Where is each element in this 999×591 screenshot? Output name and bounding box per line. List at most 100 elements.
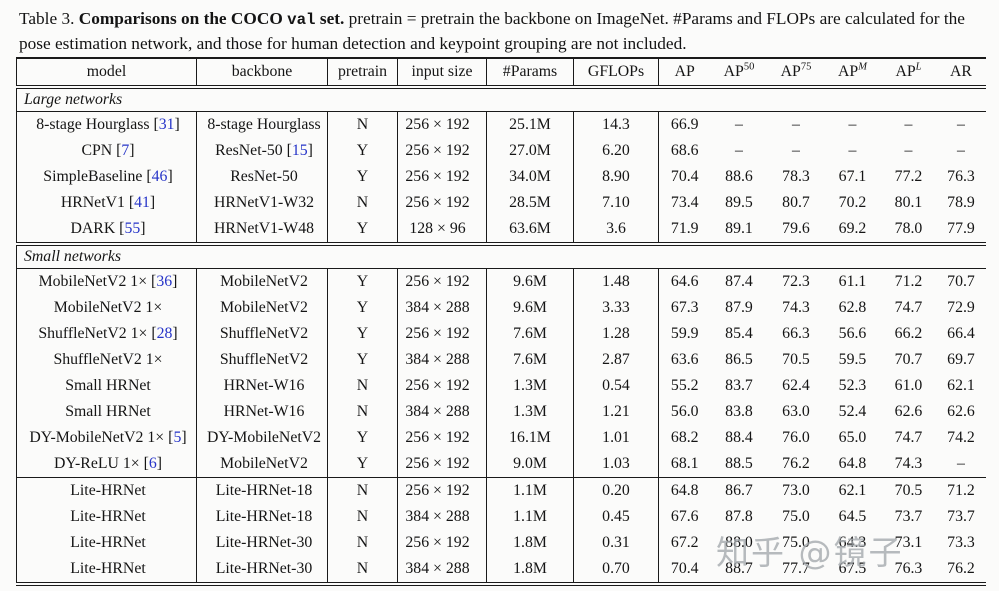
citation-link[interactable]: 55 — [124, 220, 141, 237]
cell-backbone: HRNetV1-W32 — [196, 190, 328, 216]
cell-ap: 73.4 — [670, 194, 699, 211]
citation-link[interactable]: 15 — [291, 142, 308, 159]
cell-ap50: 83.8 — [725, 403, 753, 420]
table-body: Large networks 8-stage Hourglass [31] 8-st… — [16, 87, 986, 584]
citation-link[interactable]: 31 — [158, 116, 175, 133]
cell-backbone: Lite-HRNet-18 — [196, 477, 328, 504]
cell-ap: 68.1 — [658, 451, 711, 478]
table-row: 8-stage Hourglass [31] 8-stage Hourglass N… — [16, 111, 986, 138]
cell-apl: 80.1 — [894, 194, 923, 211]
cell-gflops: 1.01 — [573, 425, 659, 451]
citation-link[interactable]: 28 — [156, 325, 173, 342]
cell-apl: 77.2 — [894, 168, 923, 185]
cell-model: Small HRNet — [16, 399, 197, 425]
col-header-model: model — [16, 58, 197, 89]
cell-apm: 65.0 — [838, 429, 867, 446]
cell-ar: 76.2 — [947, 560, 975, 577]
cell-model: DY-ReLU 1× [6] — [16, 451, 197, 478]
cell-ap: 56.0 — [670, 403, 699, 420]
cell-ap50: – — [735, 116, 743, 133]
cell-ap: 55.2 — [670, 377, 699, 394]
cell-ap50: 86.7 — [725, 482, 753, 499]
cell-pretrain: N — [327, 399, 398, 425]
cell-ar: 71.2 — [947, 482, 975, 499]
cell-ap50: 89.1 — [710, 216, 768, 246]
cell-ap: 70.4 — [670, 560, 699, 577]
citation-link[interactable]: 46 — [151, 168, 168, 185]
cell-ap75: 66.3 — [782, 325, 810, 342]
citation-link[interactable]: 6 — [148, 455, 157, 472]
cell-ap: 64.6 — [670, 273, 699, 290]
cell-apl: 74.7 — [894, 429, 923, 446]
cell-apm: 69.2 — [824, 216, 881, 246]
cell-apm: 64.8 — [824, 451, 881, 478]
cell-input-size: 256 × 192 — [397, 530, 487, 556]
citation-link[interactable]: 5 — [173, 429, 182, 446]
cell-backbone: HRNetV1-W48 — [196, 216, 328, 246]
table-row: Lite-HRNet Lite-HRNet-30 N 256 × 192 1.8M 0.3… — [16, 530, 986, 556]
col-header-gflops: GFLOPs — [573, 58, 659, 89]
table-row: HRNetV1 [41] HRNetV1-W32 N 256 × 192 28.5M 7.… — [16, 190, 986, 216]
cell-backbone: ShuffleNetV2 — [196, 321, 328, 347]
cell-ap: 67.3 — [670, 299, 699, 316]
col-header-backbone: backbone — [196, 58, 328, 89]
cell-backbone: MobileNetV2 — [196, 451, 328, 478]
col-header-ap: AP — [658, 58, 711, 89]
cell-apl: 62.6 — [894, 403, 923, 420]
col-header-pretrain: pretrain — [327, 58, 398, 89]
cell-params: 25.1M — [486, 111, 574, 138]
cell-apm: 62.1 — [838, 482, 867, 499]
cell-gflops: 3.33 — [573, 295, 659, 321]
cell-ap75: 76.2 — [767, 451, 825, 478]
cell-pretrain: N — [327, 111, 398, 138]
cell-ar: 66.4 — [947, 325, 975, 342]
cell-ar: – — [957, 142, 965, 159]
table-row: Small HRNet HRNet-W16 N 384 × 288 1.3M 1.21 56… — [16, 399, 986, 425]
cell-backbone: MobileNetV2 — [196, 268, 328, 295]
table-row: ShuffleNetV2 1× [28] ShuffleNetV2 Y 256 × 1… — [16, 321, 986, 347]
cell-gflops: 0.31 — [573, 530, 659, 556]
cell-backbone: DY-MobileNetV2 — [196, 425, 328, 451]
cell-ap75: 62.4 — [782, 377, 810, 394]
cell-ar: 78.9 — [947, 194, 975, 211]
cell-ap75: 75.0 — [782, 534, 810, 551]
cell-input-size: 384 × 288 — [397, 556, 487, 584]
cell-model: Lite-HRNet — [16, 530, 197, 556]
col-header-ap75: AP75 — [767, 58, 825, 89]
cell-pretrain: N — [327, 556, 398, 584]
citation-link[interactable]: 36 — [156, 273, 173, 290]
cell-ap50: 88.5 — [710, 451, 768, 478]
cell-apm: 52.3 — [838, 377, 867, 394]
cell-params: 9.6M — [486, 295, 574, 321]
section-label: Small networks — [16, 243, 986, 269]
cell-gflops: 1.28 — [573, 321, 659, 347]
section-row: Large networks — [16, 87, 986, 112]
cell-apm: – — [848, 116, 857, 133]
cell-apl: – — [904, 142, 913, 159]
cell-apm: 64.5 — [838, 508, 867, 525]
cell-ap50: 87.4 — [725, 273, 753, 290]
cell-input-size: 128 × 96 — [397, 216, 487, 246]
cell-apl: 66.2 — [894, 325, 923, 342]
cell-ar: 73.3 — [947, 534, 975, 551]
cell-ap: 66.9 — [670, 116, 699, 133]
citation-link[interactable]: 7 — [121, 142, 130, 159]
cell-ap: 68.2 — [670, 429, 699, 446]
col-header-apm: APM — [824, 58, 881, 89]
cell-ap75: 72.3 — [782, 273, 810, 290]
cell-input-size: 256 × 192 — [397, 477, 487, 504]
cell-apl: 73.7 — [894, 508, 923, 525]
cell-apl: 73.1 — [894, 534, 923, 551]
cell-apm: 64.3 — [838, 534, 867, 551]
cell-backbone: ResNet-50 — [196, 164, 328, 190]
col-header-input-size: input size — [397, 58, 487, 89]
cell-apl: 74.3 — [880, 451, 937, 478]
cell-input-size: 384 × 288 — [397, 399, 487, 425]
cell-ap50: 88.0 — [725, 534, 753, 551]
citation-link[interactable]: 41 — [134, 194, 150, 211]
cell-params: 63.6M — [486, 216, 574, 246]
cell-backbone: Lite-HRNet-18 — [196, 504, 328, 530]
cell-gflops: 0.20 — [573, 477, 659, 504]
cell-gflops: 0.54 — [573, 373, 659, 399]
